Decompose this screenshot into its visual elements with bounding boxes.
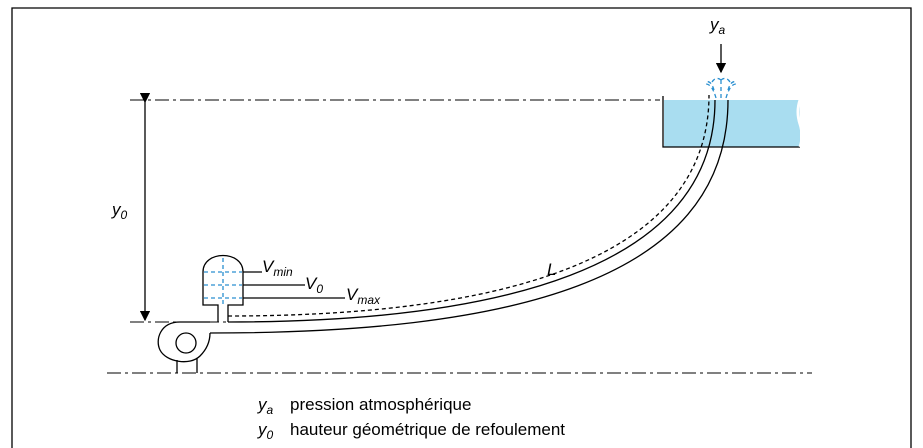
legend-text: pression atmosphérique — [290, 395, 471, 414]
label-length: L — [547, 260, 556, 279]
tank-cut — [796, 99, 804, 148]
fountain — [705, 77, 737, 99]
vessel-levels — [204, 258, 242, 305]
label-v0: V0 — [305, 274, 323, 296]
frame — [11, 7, 912, 448]
label-y0: y0 — [111, 200, 128, 222]
tank-water — [664, 100, 800, 147]
legend-symbol: y0 — [257, 420, 274, 442]
pump-impeller — [175, 332, 197, 354]
pressure-line — [227, 94, 710, 317]
pipe-outer — [209, 99, 729, 334]
label-vmax: Vmax — [346, 285, 381, 307]
pump-feet — [176, 358, 198, 373]
pump-casing — [157, 321, 211, 363]
pipe-inner — [227, 99, 716, 323]
legend-text: hauteur géométrique de refoulement — [290, 420, 565, 439]
legend-symbol: ya — [257, 395, 274, 417]
tank-wall — [662, 96, 800, 148]
level-leaders — [243, 271, 345, 299]
label-vmin: Vmin — [262, 257, 293, 279]
label-ya: ya — [709, 15, 726, 37]
